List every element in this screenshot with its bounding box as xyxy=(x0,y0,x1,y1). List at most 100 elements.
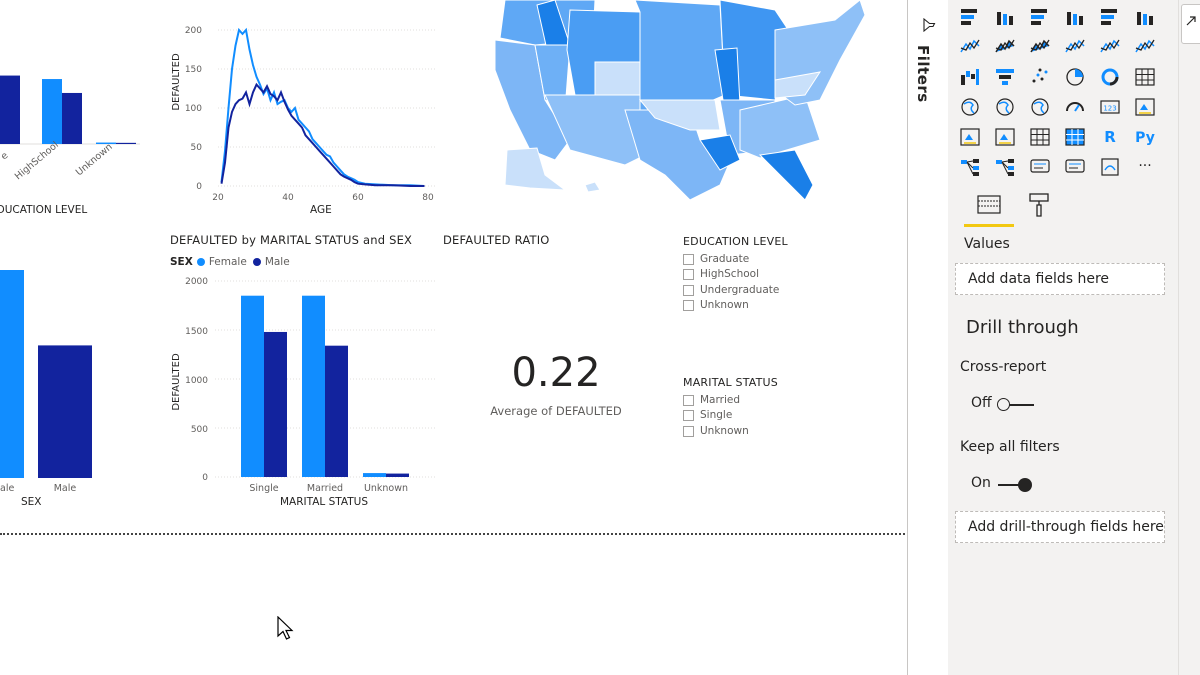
us-filled-map[interactable] xyxy=(475,0,870,210)
funnel-chart-icon[interactable] xyxy=(994,66,1016,88)
edu-bar-female-unknown[interactable] xyxy=(96,142,116,144)
fields-tab-icon[interactable] xyxy=(976,193,1002,217)
marital-bar-female-married[interactable] xyxy=(302,295,325,477)
more-visuals-icon[interactable]: ··· xyxy=(1134,156,1156,178)
key-influencers-icon[interactable] xyxy=(959,156,981,178)
legend-male-label[interactable]: Male xyxy=(264,256,290,268)
ribbon-chart-icon-glyph xyxy=(1135,39,1155,53)
age-ytick-2: 100 xyxy=(185,104,202,114)
format-paint-roller-icon[interactable] xyxy=(1028,192,1052,218)
treemap-icon[interactable] xyxy=(1134,66,1156,88)
checkbox[interactable] xyxy=(683,253,694,265)
age-series-male-line[interactable] xyxy=(220,82,425,187)
matrix-icon[interactable] xyxy=(1064,126,1086,148)
filled-map-icon[interactable] xyxy=(994,96,1016,118)
map-icon[interactable] xyxy=(959,96,981,118)
100-stacked-column-chart-icon[interactable] xyxy=(1134,6,1156,28)
filters-pane-collapsed[interactable] xyxy=(907,0,949,675)
marital-bar-male-single[interactable] xyxy=(264,331,287,477)
marital-bar-male-unknown[interactable] xyxy=(386,473,409,477)
marital-column-chart[interactable]: DEFAULTED 0 500 1000 1500 2000 Single Ma… xyxy=(165,270,440,500)
stacked-bar-chart-icon[interactable] xyxy=(959,6,981,28)
education-slicer-item[interactable]: Graduate xyxy=(683,253,749,265)
values-well[interactable]: Add data fields here xyxy=(955,263,1165,295)
card-value[interactable]: 0.22 xyxy=(511,350,601,396)
marital-bar-female-single[interactable] xyxy=(241,295,264,477)
slicer-item-label: Undergraduate xyxy=(700,284,780,296)
qa-icon[interactable] xyxy=(1029,156,1051,178)
table-icon[interactable] xyxy=(1029,126,1051,148)
education-slicer-item[interactable]: Unknown xyxy=(683,299,749,311)
stacked-area-chart-icon[interactable] xyxy=(1029,36,1051,58)
shape-map-icon[interactable] xyxy=(1029,96,1051,118)
python-visual-icon[interactable]: Py xyxy=(1134,126,1156,148)
filter-funnel-icon[interactable] xyxy=(922,18,936,32)
gauge-icon[interactable] xyxy=(1064,96,1086,118)
stacked-column-chart-icon[interactable] xyxy=(994,6,1016,28)
keep-all-filters-toggle[interactable] xyxy=(996,477,1036,493)
fields-pane-edge[interactable] xyxy=(1178,0,1200,675)
education-slicer-item[interactable]: Undergraduate xyxy=(683,284,779,296)
education-slicer-item[interactable]: HighSchool xyxy=(683,268,759,280)
map-region-plains[interactable] xyxy=(634,0,726,111)
checkbox[interactable] xyxy=(683,425,694,437)
edu-bar-male-highschool[interactable] xyxy=(62,92,82,144)
sex-bar-male[interactable] xyxy=(38,345,92,478)
legend-female-label[interactable]: Female xyxy=(208,256,247,268)
marital-slicer-item[interactable]: Unknown xyxy=(683,425,749,437)
checkbox[interactable] xyxy=(683,268,694,280)
edu-bar-female-highschool[interactable] xyxy=(42,79,62,144)
waterfall-chart-icon[interactable] xyxy=(959,66,981,88)
checkbox[interactable] xyxy=(683,409,694,421)
age-series-female-line[interactable] xyxy=(220,27,425,187)
marital-bar-female-unknown[interactable] xyxy=(363,473,386,477)
donut-chart-icon[interactable] xyxy=(1099,66,1121,88)
area-chart-icon[interactable] xyxy=(994,36,1016,58)
ribbon-chart-icon[interactable] xyxy=(1134,36,1156,58)
multi-row-card-icon[interactable] xyxy=(1134,96,1156,118)
smart-narrative-icon[interactable] xyxy=(1064,156,1086,178)
age-line-chart[interactable]: DEFAULTED 0 50 100 150 200 20 40 60 80 xyxy=(165,20,440,220)
sex-column-chart[interactable]: ale Male xyxy=(0,262,160,507)
edu-bar-male-unknown[interactable] xyxy=(116,142,136,144)
map-states[interactable] xyxy=(494,0,866,201)
checkbox[interactable] xyxy=(683,394,694,406)
cross-report-toggle[interactable] xyxy=(996,397,1036,413)
checkbox[interactable] xyxy=(683,284,694,296)
checkbox[interactable] xyxy=(683,299,694,311)
decomposition-tree-icon[interactable] xyxy=(994,156,1016,178)
slicer-item-label: HighSchool xyxy=(700,268,759,280)
kpi-icon[interactable] xyxy=(959,126,981,148)
marital-slicer-item[interactable]: Single xyxy=(683,409,732,421)
collapse-button[interactable] xyxy=(1181,4,1200,44)
slicer-icon[interactable] xyxy=(994,126,1016,148)
100-stacked-bar-chart-icon[interactable] xyxy=(1099,6,1121,28)
map-region-kentucky[interactable] xyxy=(774,71,822,99)
line-clustered-column-chart-icon[interactable] xyxy=(1064,36,1086,58)
marital-slicer-item[interactable]: Married xyxy=(683,394,740,406)
card-icon[interactable]: 123 xyxy=(1099,96,1121,118)
line-chart-icon[interactable] xyxy=(959,36,981,58)
clustered-column-chart-icon[interactable] xyxy=(1064,6,1086,28)
line-stacked-column-chart-icon[interactable] xyxy=(1099,36,1121,58)
marital-bar-male-married[interactable] xyxy=(325,345,348,477)
filters-pane-label[interactable]: Filters xyxy=(914,45,932,103)
education-chart[interactable]: e HighSchool Unknown xyxy=(0,0,160,220)
map-region-louisiana[interactable] xyxy=(699,134,741,171)
map-region-hawaii[interactable] xyxy=(584,181,601,193)
map-region-oklahoma[interactable] xyxy=(638,99,721,131)
paginated-report-icon[interactable] xyxy=(1099,156,1121,178)
drill-through-well[interactable]: Add drill-through fields here xyxy=(955,511,1165,543)
pie-chart-icon[interactable] xyxy=(1064,66,1086,88)
report-canvas: e HighSchool Unknown EDUCATION LEVEL DEF… xyxy=(0,0,905,640)
scatter-chart-icon[interactable] xyxy=(1029,66,1051,88)
clustered-bar-chart-icon[interactable] xyxy=(1029,6,1051,28)
drill-through-title: Drill through xyxy=(966,317,1079,338)
r-visual-icon[interactable]: R xyxy=(1099,126,1121,148)
map-region-colorado[interactable] xyxy=(594,61,641,96)
sex-bar-female[interactable] xyxy=(0,270,24,478)
map-region-alaska[interactable] xyxy=(504,147,567,191)
toggle-track xyxy=(1000,404,1034,406)
edu-bar-male-graduate[interactable] xyxy=(0,75,20,144)
map-region-florida[interactable] xyxy=(758,149,814,201)
